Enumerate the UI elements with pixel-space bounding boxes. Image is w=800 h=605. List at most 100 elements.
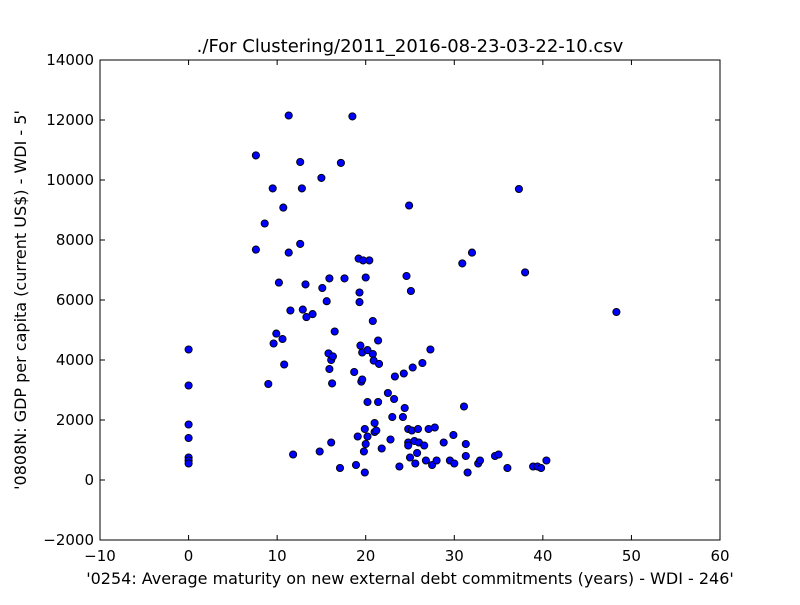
- data-point: [278, 334, 287, 344]
- data-point: [269, 339, 278, 348]
- data-point: [459, 402, 469, 411]
- data-point: [184, 459, 193, 468]
- data-point: [420, 441, 429, 450]
- data-point: [521, 268, 530, 277]
- data-point: [301, 280, 310, 289]
- y-tick-label: 6000: [56, 291, 94, 309]
- data-point: [355, 288, 364, 297]
- data-point: [184, 433, 193, 443]
- data-point: [365, 256, 374, 265]
- y-tick-label: 2000: [56, 411, 94, 429]
- data-point: [361, 439, 370, 449]
- data-point: [395, 462, 404, 471]
- data-point: [284, 111, 293, 120]
- data-point: [322, 297, 331, 306]
- x-tick-label: 10: [268, 547, 287, 565]
- data-point: [377, 444, 386, 453]
- data-point: [272, 329, 281, 338]
- data-point: [308, 310, 317, 319]
- x-tick-label: 30: [445, 547, 464, 565]
- data-point: [383, 388, 392, 398]
- data-point: [405, 201, 414, 210]
- y-tick-label: 4000: [56, 351, 94, 369]
- y-tick-label: 10000: [46, 171, 94, 189]
- data-point: [360, 468, 369, 477]
- data-point: [363, 397, 372, 407]
- data-point: [317, 173, 326, 182]
- data-point: [514, 184, 523, 194]
- data-point: [353, 432, 362, 441]
- data-point: [413, 424, 423, 434]
- data-point: [328, 379, 337, 388]
- y-tick-label: 0: [84, 471, 94, 489]
- data-point: [432, 456, 441, 465]
- data-point: [368, 316, 377, 326]
- data-point: [274, 278, 283, 287]
- x-axis-label: '0254: Average maturity on new external …: [86, 569, 734, 588]
- data-point: [430, 423, 439, 432]
- data-point: [503, 463, 512, 473]
- data-point: [463, 468, 472, 477]
- data-point: [405, 453, 415, 462]
- x-tick-label: −10: [84, 547, 116, 565]
- data-point: [359, 447, 368, 456]
- data-point: [356, 341, 365, 350]
- data-point: [251, 245, 260, 254]
- data-point: [279, 203, 288, 212]
- ticks-layer: −10 0 10 20 30 40 50 60 −2000 0 2000 4000 6000 8000 10…: [43, 51, 729, 565]
- data-point: [284, 248, 293, 257]
- data-point: [390, 394, 399, 404]
- data-point: [330, 327, 339, 336]
- data-point: [399, 369, 408, 378]
- data-point: [374, 397, 383, 407]
- data-point: [418, 358, 427, 368]
- data-point: [360, 424, 369, 434]
- data-point: [298, 305, 307, 314]
- x-tick-label: 50: [622, 547, 641, 565]
- data-point: [537, 463, 546, 473]
- data-point: [400, 403, 409, 413]
- data-point: [388, 412, 397, 422]
- data-point: [450, 459, 459, 468]
- data-point: [370, 418, 379, 428]
- data-point: [461, 439, 470, 449]
- data-point: [336, 158, 345, 167]
- data-point: [458, 259, 467, 268]
- y-tick-label: 8000: [56, 231, 94, 249]
- data-point: [350, 367, 359, 377]
- chart-title: ./For Clustering/2011_2016-08-23-03-22-1…: [197, 36, 624, 57]
- data-point: [328, 352, 337, 361]
- data-point: [348, 112, 357, 121]
- data-point: [390, 372, 399, 381]
- data-point: [363, 346, 372, 355]
- data-point: [327, 438, 336, 447]
- data-point: [404, 441, 413, 450]
- data-point: [184, 420, 193, 429]
- data-point: [402, 271, 411, 281]
- data-point: [398, 412, 407, 422]
- data-point: [264, 379, 273, 389]
- data-point: [318, 283, 327, 293]
- data-point: [325, 274, 334, 283]
- data-point: [406, 286, 415, 296]
- data-point: [413, 448, 422, 458]
- data-point: [358, 375, 367, 384]
- data-point: [361, 273, 370, 282]
- data-point: [467, 248, 477, 257]
- data-point: [386, 435, 395, 444]
- data-point: [296, 157, 305, 167]
- data-point: [340, 274, 349, 283]
- data-point: [355, 298, 364, 307]
- y-tick-label: 14000: [46, 51, 94, 69]
- data-point: [184, 345, 193, 354]
- data-point: [251, 151, 260, 160]
- data-point: [461, 451, 470, 461]
- data-point: [449, 430, 458, 440]
- y-axis-label: '0808N: GDP per capita (current US$) - W…: [11, 110, 30, 490]
- data-point: [374, 359, 384, 368]
- data-point: [351, 460, 361, 470]
- data-point: [184, 381, 193, 390]
- x-tick-label: 60: [710, 547, 729, 565]
